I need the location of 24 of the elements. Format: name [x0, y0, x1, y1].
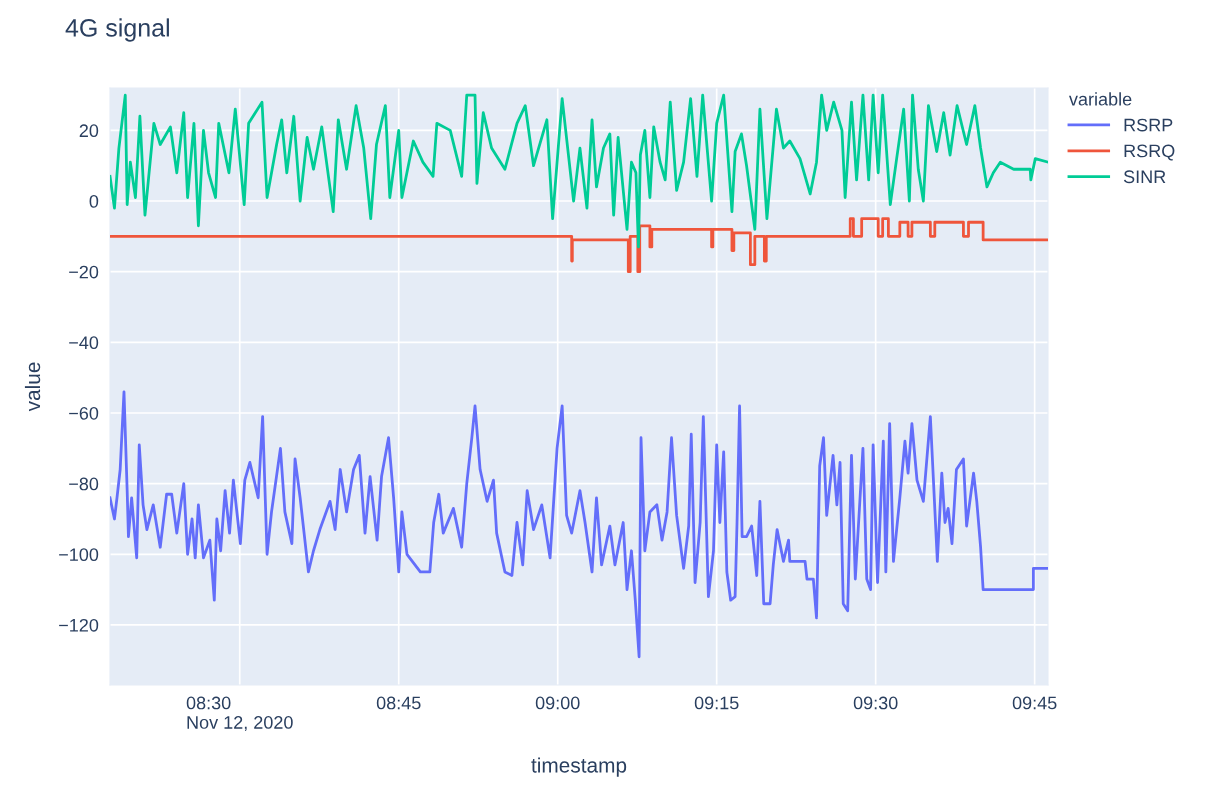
- x-tick-label: 09:45: [1012, 696, 1057, 710]
- line-series: [110, 217, 1048, 274]
- y-tick-label: −120: [59, 618, 99, 632]
- y-axis-title: value: [24, 362, 41, 412]
- x-tick-label: 08:30 Nov 12, 2020: [186, 696, 293, 731]
- y-tick-label: −60: [69, 406, 99, 420]
- y-tick-label: −100: [59, 548, 99, 562]
- y-tick-label: −40: [69, 336, 99, 350]
- legend-label: SINR: [1123, 170, 1166, 184]
- y-tick-label: 20: [79, 124, 99, 138]
- y-tick-label: −80: [69, 477, 99, 491]
- legend-title: variable: [1069, 92, 1132, 106]
- legend-label: RSRQ: [1124, 144, 1175, 161]
- x-tick-label: 08:45: [376, 696, 421, 710]
- x-axis-title: timestamp: [531, 757, 627, 777]
- y-tick-label: 0: [89, 194, 99, 208]
- y-tick-label: −20: [69, 265, 99, 279]
- legend-label: RSRP: [1124, 118, 1173, 132]
- x-tick-label: 09:15: [694, 696, 739, 710]
- x-tick-label: 09:00: [535, 696, 580, 710]
- line-series: [110, 93, 1048, 249]
- line-series: [110, 390, 1048, 659]
- x-tick-label: 09:30: [853, 696, 898, 710]
- chart-title: 4G signal: [65, 18, 169, 42]
